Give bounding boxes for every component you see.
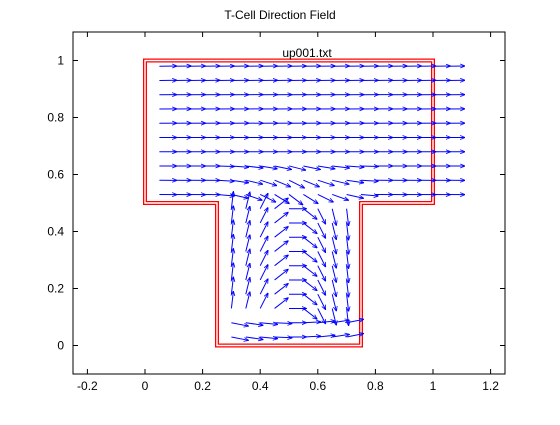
y-tick-label: 0.6 (47, 168, 64, 182)
chart-title: T-Cell Direction Field (0, 8, 560, 22)
y-tick-label: 0.4 (47, 225, 64, 239)
x-tick-label: 1.2 (482, 379, 499, 393)
y-tick-label: 0 (57, 339, 64, 353)
y-tick-label: 0.2 (47, 282, 64, 296)
x-tick-label: 0.2 (194, 379, 211, 393)
y-tick-label: 0.8 (47, 111, 64, 125)
x-tick-label: -0.2 (77, 379, 98, 393)
x-tick-label: 1 (430, 379, 437, 393)
x-tick-label: 0.8 (367, 379, 384, 393)
x-tick-label: 0 (142, 379, 149, 393)
annotation-label: up001.txt (282, 46, 332, 60)
x-tick-label: 0.6 (309, 379, 326, 393)
x-tick-label: 0.4 (252, 379, 269, 393)
y-tick-label: 1 (57, 54, 64, 68)
